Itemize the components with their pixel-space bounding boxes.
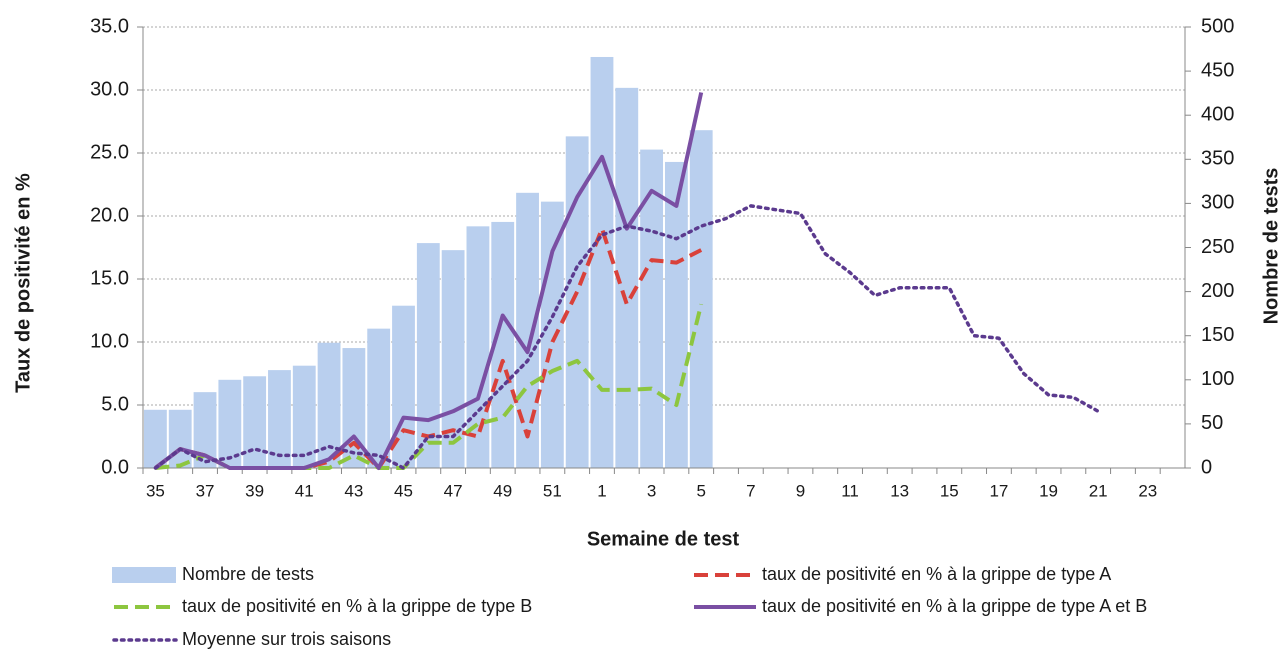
y2-tick-label: 500 bbox=[1201, 15, 1234, 37]
line-series bbox=[154, 92, 704, 470]
x-tick-label: 11 bbox=[841, 481, 859, 500]
bar bbox=[317, 342, 341, 468]
bar bbox=[143, 409, 167, 468]
x-tick-label: 35 bbox=[146, 481, 165, 500]
bar bbox=[590, 56, 614, 468]
y2-tick-label: 50 bbox=[1201, 412, 1223, 434]
y2-tick-label: 0 bbox=[1201, 456, 1212, 478]
bar bbox=[565, 136, 589, 469]
legend-label: taux de positivité en % à la grippe de t… bbox=[762, 564, 1111, 584]
y-tick-label: 35.0 bbox=[90, 15, 129, 37]
x-tick-label: 41 bbox=[295, 481, 314, 500]
bar bbox=[268, 370, 291, 468]
bar bbox=[540, 201, 564, 469]
bar bbox=[516, 192, 539, 469]
y-tick-label: 25.0 bbox=[90, 141, 129, 163]
x-tick-label: 5 bbox=[696, 481, 705, 500]
y2-tick-label: 450 bbox=[1201, 59, 1234, 81]
x-tick-label: 3 bbox=[647, 481, 656, 500]
bar bbox=[615, 87, 639, 468]
x-tick-label: 9 bbox=[796, 481, 805, 500]
y2-tick-label: 150 bbox=[1201, 324, 1234, 346]
y-tick-label: 10.0 bbox=[90, 330, 129, 352]
line-series bbox=[153, 204, 1100, 470]
y2-axis-title: Nombre de tests bbox=[1260, 168, 1282, 325]
bar bbox=[466, 226, 490, 468]
x-tick-label: 45 bbox=[394, 481, 413, 500]
bar bbox=[416, 243, 440, 468]
x-tick-label: 15 bbox=[940, 481, 959, 500]
x-tick-label: 17 bbox=[989, 481, 1008, 500]
bar bbox=[491, 221, 515, 468]
bar bbox=[218, 379, 242, 468]
bar bbox=[689, 130, 713, 468]
bar bbox=[367, 328, 391, 468]
x-tick-label: 37 bbox=[196, 481, 215, 500]
y2-tick-label: 300 bbox=[1201, 192, 1234, 214]
line-series bbox=[154, 226, 703, 470]
y-axis-title: Taux de positivité en % bbox=[12, 173, 34, 393]
y-tick-label: 20.0 bbox=[90, 204, 129, 226]
x-tick-label: 21 bbox=[1089, 481, 1108, 500]
legend-swatch bbox=[112, 567, 176, 583]
y2-tick-label: 350 bbox=[1201, 148, 1234, 170]
x-tick-label: 7 bbox=[746, 481, 755, 500]
y-tick-label: 0.0 bbox=[101, 456, 129, 478]
y-tick-label: 30.0 bbox=[90, 78, 129, 100]
y-tick-label: 15.0 bbox=[90, 267, 129, 289]
y2-tick-label: 200 bbox=[1201, 280, 1234, 302]
x-tick-label: 49 bbox=[493, 481, 512, 500]
bar bbox=[193, 392, 217, 468]
x-tick-label: 23 bbox=[1138, 481, 1157, 500]
legend-label: Moyenne sur trois saisons bbox=[182, 629, 391, 649]
x-tick-label: 13 bbox=[890, 481, 909, 500]
y2-tick-label: 100 bbox=[1201, 368, 1234, 390]
y2-tick-label: 400 bbox=[1201, 103, 1234, 125]
bar bbox=[292, 365, 316, 468]
x-tick-label: 39 bbox=[245, 481, 264, 500]
bar bbox=[243, 376, 267, 468]
x-tick-label: 51 bbox=[543, 481, 562, 500]
bar bbox=[342, 348, 366, 468]
x-tick-label: 1 bbox=[597, 481, 606, 500]
x-tick-label: 19 bbox=[1039, 481, 1058, 500]
x-axis-title: Semaine de test bbox=[587, 528, 740, 550]
legend-label: Nombre de tests bbox=[182, 564, 314, 584]
y2-tick-label: 250 bbox=[1201, 236, 1234, 258]
legend-label: taux de positivité en % à la grippe de t… bbox=[762, 596, 1147, 616]
bar bbox=[168, 409, 192, 468]
x-tick-label: 47 bbox=[444, 481, 463, 500]
legend-label: taux de positivité en % à la grippe de t… bbox=[182, 596, 532, 616]
x-tick-label: 43 bbox=[344, 481, 363, 500]
y-tick-label: 5.0 bbox=[101, 393, 129, 415]
